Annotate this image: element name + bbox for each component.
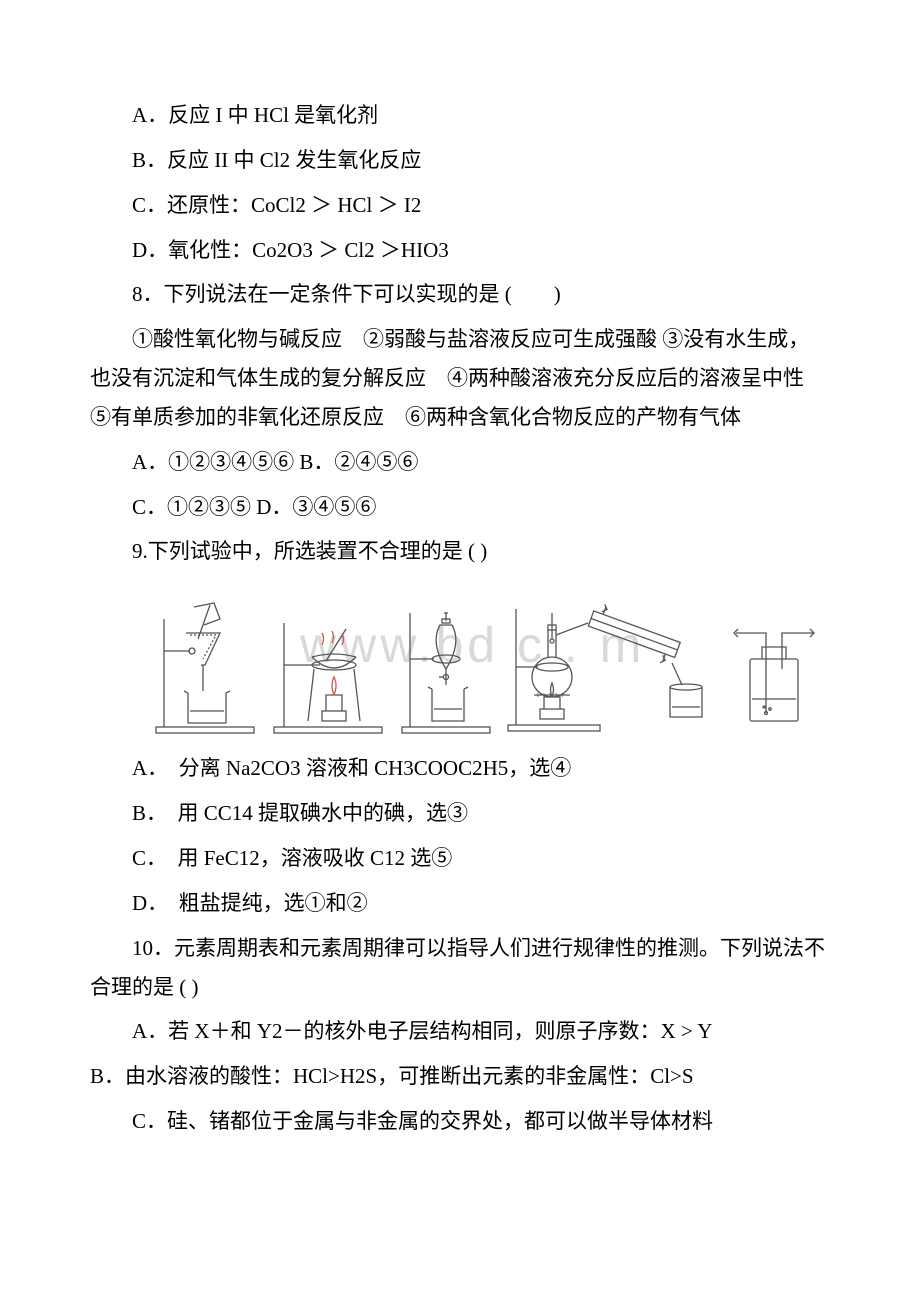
q9-option-d: D． 粗盐提纯，选①和② <box>90 884 830 923</box>
q9-option-c: C． 用 FeC12，溶液吸收 C12 选⑤ <box>90 839 830 878</box>
q7-option-a: A．反应 I 中 HCl 是氧化剂 <box>90 96 830 135</box>
q8-options-ab: A．①②③④⑤⑥ B．②④⑤⑥ <box>90 443 830 482</box>
page: A．反应 I 中 HCl 是氧化剂 B．反应 II 中 Cl2 发生氧化反应 C… <box>0 0 920 1207</box>
q10-option-a: A．若 X＋和 Y2－的核外电子层结构相同，则原子序数：X > Y <box>90 1012 830 1051</box>
q10-stem: 10．元素周期表和元素周期律可以指导人们进行规律性的推测。下列说法不合理的是 (… <box>90 929 830 1007</box>
q10-option-b: B．由水溶液的酸性：HCl>H2S，可推断出元素的非金属性：Cl>S <box>90 1057 830 1096</box>
diagram-row: www.bd c . m <box>150 589 830 739</box>
q7-option-c: C．还原性：CoCl2 ＞ HCl ＞ I2 <box>90 186 830 225</box>
diagram-2-evaporation <box>268 599 388 739</box>
diagram-3-separating-funnel <box>396 599 496 739</box>
diagram-4-distillation <box>504 589 714 739</box>
q9-option-b: B． 用 CC14 提取碘水中的碘，选③ <box>90 794 830 833</box>
q8-options-cd: C．①②③⑤ D．③④⑤⑥ <box>90 488 830 527</box>
diagram-5-gas-washing-bottle <box>722 599 822 739</box>
apparatus-diagrams <box>150 589 830 739</box>
diagram-1-filtration <box>150 599 260 739</box>
q9-option-a: A． 分离 Na2CO3 溶液和 CH3COOC2H5，选④ <box>90 749 830 788</box>
q8-body: ①酸性氧化物与碱反应 ②弱酸与盐溶液反应可生成强酸 ③没有水生成，也没有沉淀和气… <box>90 320 830 437</box>
q8-stem: 8．下列说法在一定条件下可以实现的是 ( ) <box>90 275 830 314</box>
q7-option-b: B．反应 II 中 Cl2 发生氧化反应 <box>90 141 830 180</box>
q9-stem: 9.下列试验中，所选装置不合理的是 ( ) <box>90 532 830 571</box>
q10-option-c: C．硅、锗都位于金属与非金属的交界处，都可以做半导体材料 <box>90 1102 830 1141</box>
q7-option-d: D．氧化性：Co2O3 ＞ Cl2 ＞HIO3 <box>90 231 830 270</box>
